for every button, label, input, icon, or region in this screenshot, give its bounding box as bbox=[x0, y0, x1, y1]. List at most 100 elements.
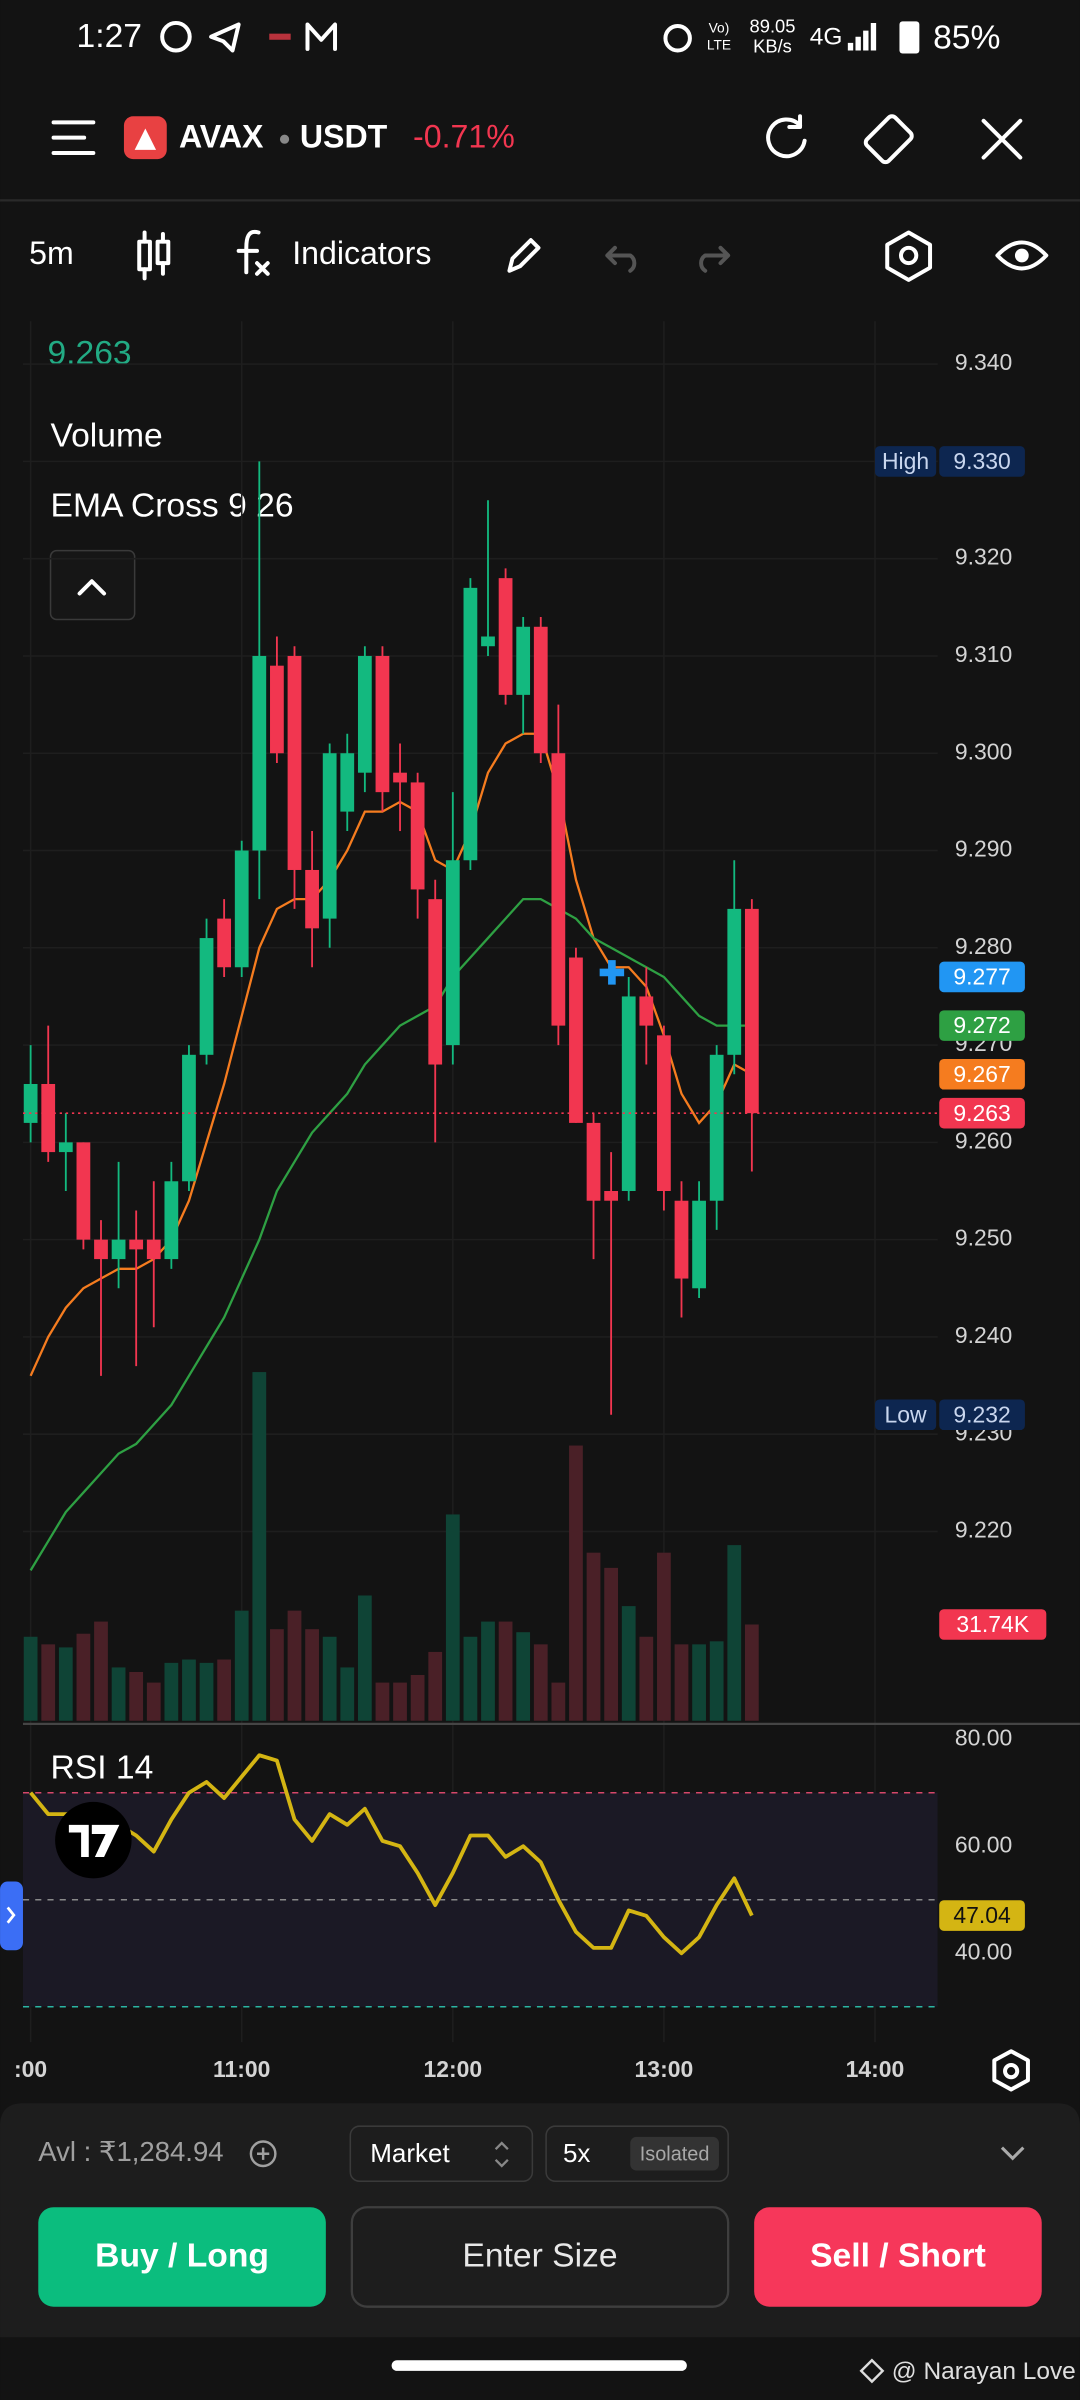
volume-bar bbox=[516, 1632, 531, 1721]
volume-bar bbox=[129, 1671, 144, 1721]
available-balance: Avl : ₹1,284.94 bbox=[38, 2136, 223, 2167]
chart-type-button[interactable] bbox=[137, 230, 171, 281]
settings-button[interactable] bbox=[885, 230, 933, 282]
watermark: @ Narayan Love bbox=[892, 2358, 1076, 2385]
interval[interactable]: 5m bbox=[29, 235, 74, 271]
y-tick-label: 9.220 bbox=[955, 1517, 1012, 1543]
buy-button[interactable] bbox=[38, 2207, 326, 2307]
quote-asset[interactable]: USDT bbox=[300, 119, 388, 155]
close-button[interactable] bbox=[981, 118, 1023, 160]
ema-line bbox=[29, 732, 753, 1377]
sell-button[interactable] bbox=[754, 2207, 1042, 2307]
candle-body bbox=[569, 957, 583, 1123]
candle-body bbox=[217, 918, 232, 968]
price-tag-label: 9.267 bbox=[953, 1061, 1010, 1087]
candle-body bbox=[129, 1239, 144, 1250]
candle-body bbox=[375, 655, 390, 793]
volume-bar bbox=[604, 1567, 619, 1721]
volume-bar bbox=[393, 1682, 407, 1721]
candle-wick-icon bbox=[142, 230, 165, 281]
axis-settings-button[interactable] bbox=[992, 2049, 1030, 2092]
candle-body bbox=[744, 908, 759, 1114]
extreme-tag bbox=[874, 1399, 937, 1431]
rotate-button[interactable] bbox=[863, 114, 914, 165]
size-input[interactable] bbox=[350, 2206, 730, 2308]
volume-bar bbox=[146, 1682, 161, 1721]
axis-settings-icon bbox=[1003, 2063, 1020, 2080]
candle-body bbox=[23, 1083, 38, 1123]
candle-body bbox=[498, 578, 513, 695]
undo-button[interactable] bbox=[605, 245, 637, 273]
collapse-legend-button[interactable] bbox=[49, 549, 136, 621]
alarm-icon bbox=[663, 24, 692, 53]
extreme-label: Low bbox=[885, 1401, 928, 1427]
collapse-icon bbox=[77, 579, 107, 596]
redo-button[interactable] bbox=[699, 245, 731, 273]
candle-body bbox=[692, 1200, 706, 1289]
candle-body bbox=[428, 899, 443, 1065]
signal-icon bbox=[847, 22, 877, 51]
price-tag-label: 47.04 bbox=[953, 1902, 1011, 1928]
trade-panel: Avl : ₹1,284.94 Market 5x Isolated Buy /… bbox=[0, 2103, 1080, 2338]
price-tag bbox=[939, 1900, 1025, 1931]
x-tick-label: 14:00 bbox=[846, 2056, 905, 2082]
margin-mode-badge bbox=[630, 2136, 719, 2171]
ema-line bbox=[29, 898, 752, 1571]
volume-bar bbox=[199, 1662, 214, 1721]
price-tag bbox=[939, 1399, 1025, 1431]
price-tag bbox=[939, 1097, 1025, 1129]
indicators-button[interactable]: Indicators bbox=[292, 235, 431, 271]
watermark-icon bbox=[859, 2358, 885, 2384]
refresh-button[interactable] bbox=[766, 114, 807, 159]
add-funds-button[interactable] bbox=[249, 2140, 277, 2168]
candle-body bbox=[340, 753, 355, 812]
lte: LTE bbox=[707, 38, 731, 53]
add-funds-icon bbox=[257, 2147, 270, 2160]
candle-body bbox=[41, 1083, 56, 1153]
home-indicator[interactable] bbox=[391, 2360, 687, 2371]
coin-logo-mark bbox=[134, 128, 157, 150]
candle-body bbox=[516, 626, 531, 695]
volume-bar bbox=[692, 1644, 706, 1721]
order-type-select[interactable] bbox=[349, 2125, 534, 2183]
candle-body bbox=[604, 1190, 619, 1201]
whatsapp-icon bbox=[160, 20, 192, 53]
volume-bar bbox=[252, 1372, 267, 1721]
volume-bar bbox=[498, 1621, 513, 1721]
volume-bar bbox=[445, 1514, 460, 1721]
candle-body bbox=[305, 869, 319, 929]
tradingview-logo[interactable] bbox=[55, 1801, 132, 1879]
separator-dot bbox=[279, 134, 290, 144]
volume-bar bbox=[94, 1621, 108, 1721]
candle-body bbox=[445, 860, 460, 1046]
x-tick-label: 13:00 bbox=[635, 2056, 694, 2082]
y-tick-label: 9.250 bbox=[955, 1225, 1012, 1251]
menu-button[interactable] bbox=[51, 120, 96, 155]
price-tag-label: 9.330 bbox=[953, 448, 1010, 474]
candle-body bbox=[709, 1054, 724, 1201]
buy-label: Buy / Long bbox=[95, 2238, 269, 2275]
base-asset[interactable]: AVAX bbox=[179, 119, 264, 155]
volume-bar bbox=[76, 1633, 91, 1721]
visibility-button[interactable] bbox=[995, 240, 1049, 271]
visibility-icon bbox=[1014, 248, 1029, 263]
header: AVAX USDT -0.71% bbox=[0, 114, 1080, 202]
gmail-icon bbox=[305, 22, 338, 51]
draw-button[interactable] bbox=[507, 238, 541, 273]
candle-body bbox=[657, 1035, 671, 1191]
grid bbox=[22, 321, 938, 2043]
candle-body bbox=[252, 655, 267, 851]
candle-body bbox=[481, 636, 495, 647]
volume-bar bbox=[182, 1659, 196, 1721]
volume-bar bbox=[270, 1629, 284, 1721]
sell-label: Sell / Short bbox=[810, 2238, 986, 2275]
battery-icon bbox=[899, 21, 920, 54]
volume-bar bbox=[41, 1644, 56, 1721]
expand-button[interactable] bbox=[1000, 2146, 1025, 2161]
candle-body bbox=[58, 1142, 73, 1153]
price-tag-label: 9.272 bbox=[953, 1012, 1010, 1038]
indicators-icon[interactable] bbox=[236, 229, 270, 276]
volume-legend: Volume bbox=[51, 417, 163, 454]
